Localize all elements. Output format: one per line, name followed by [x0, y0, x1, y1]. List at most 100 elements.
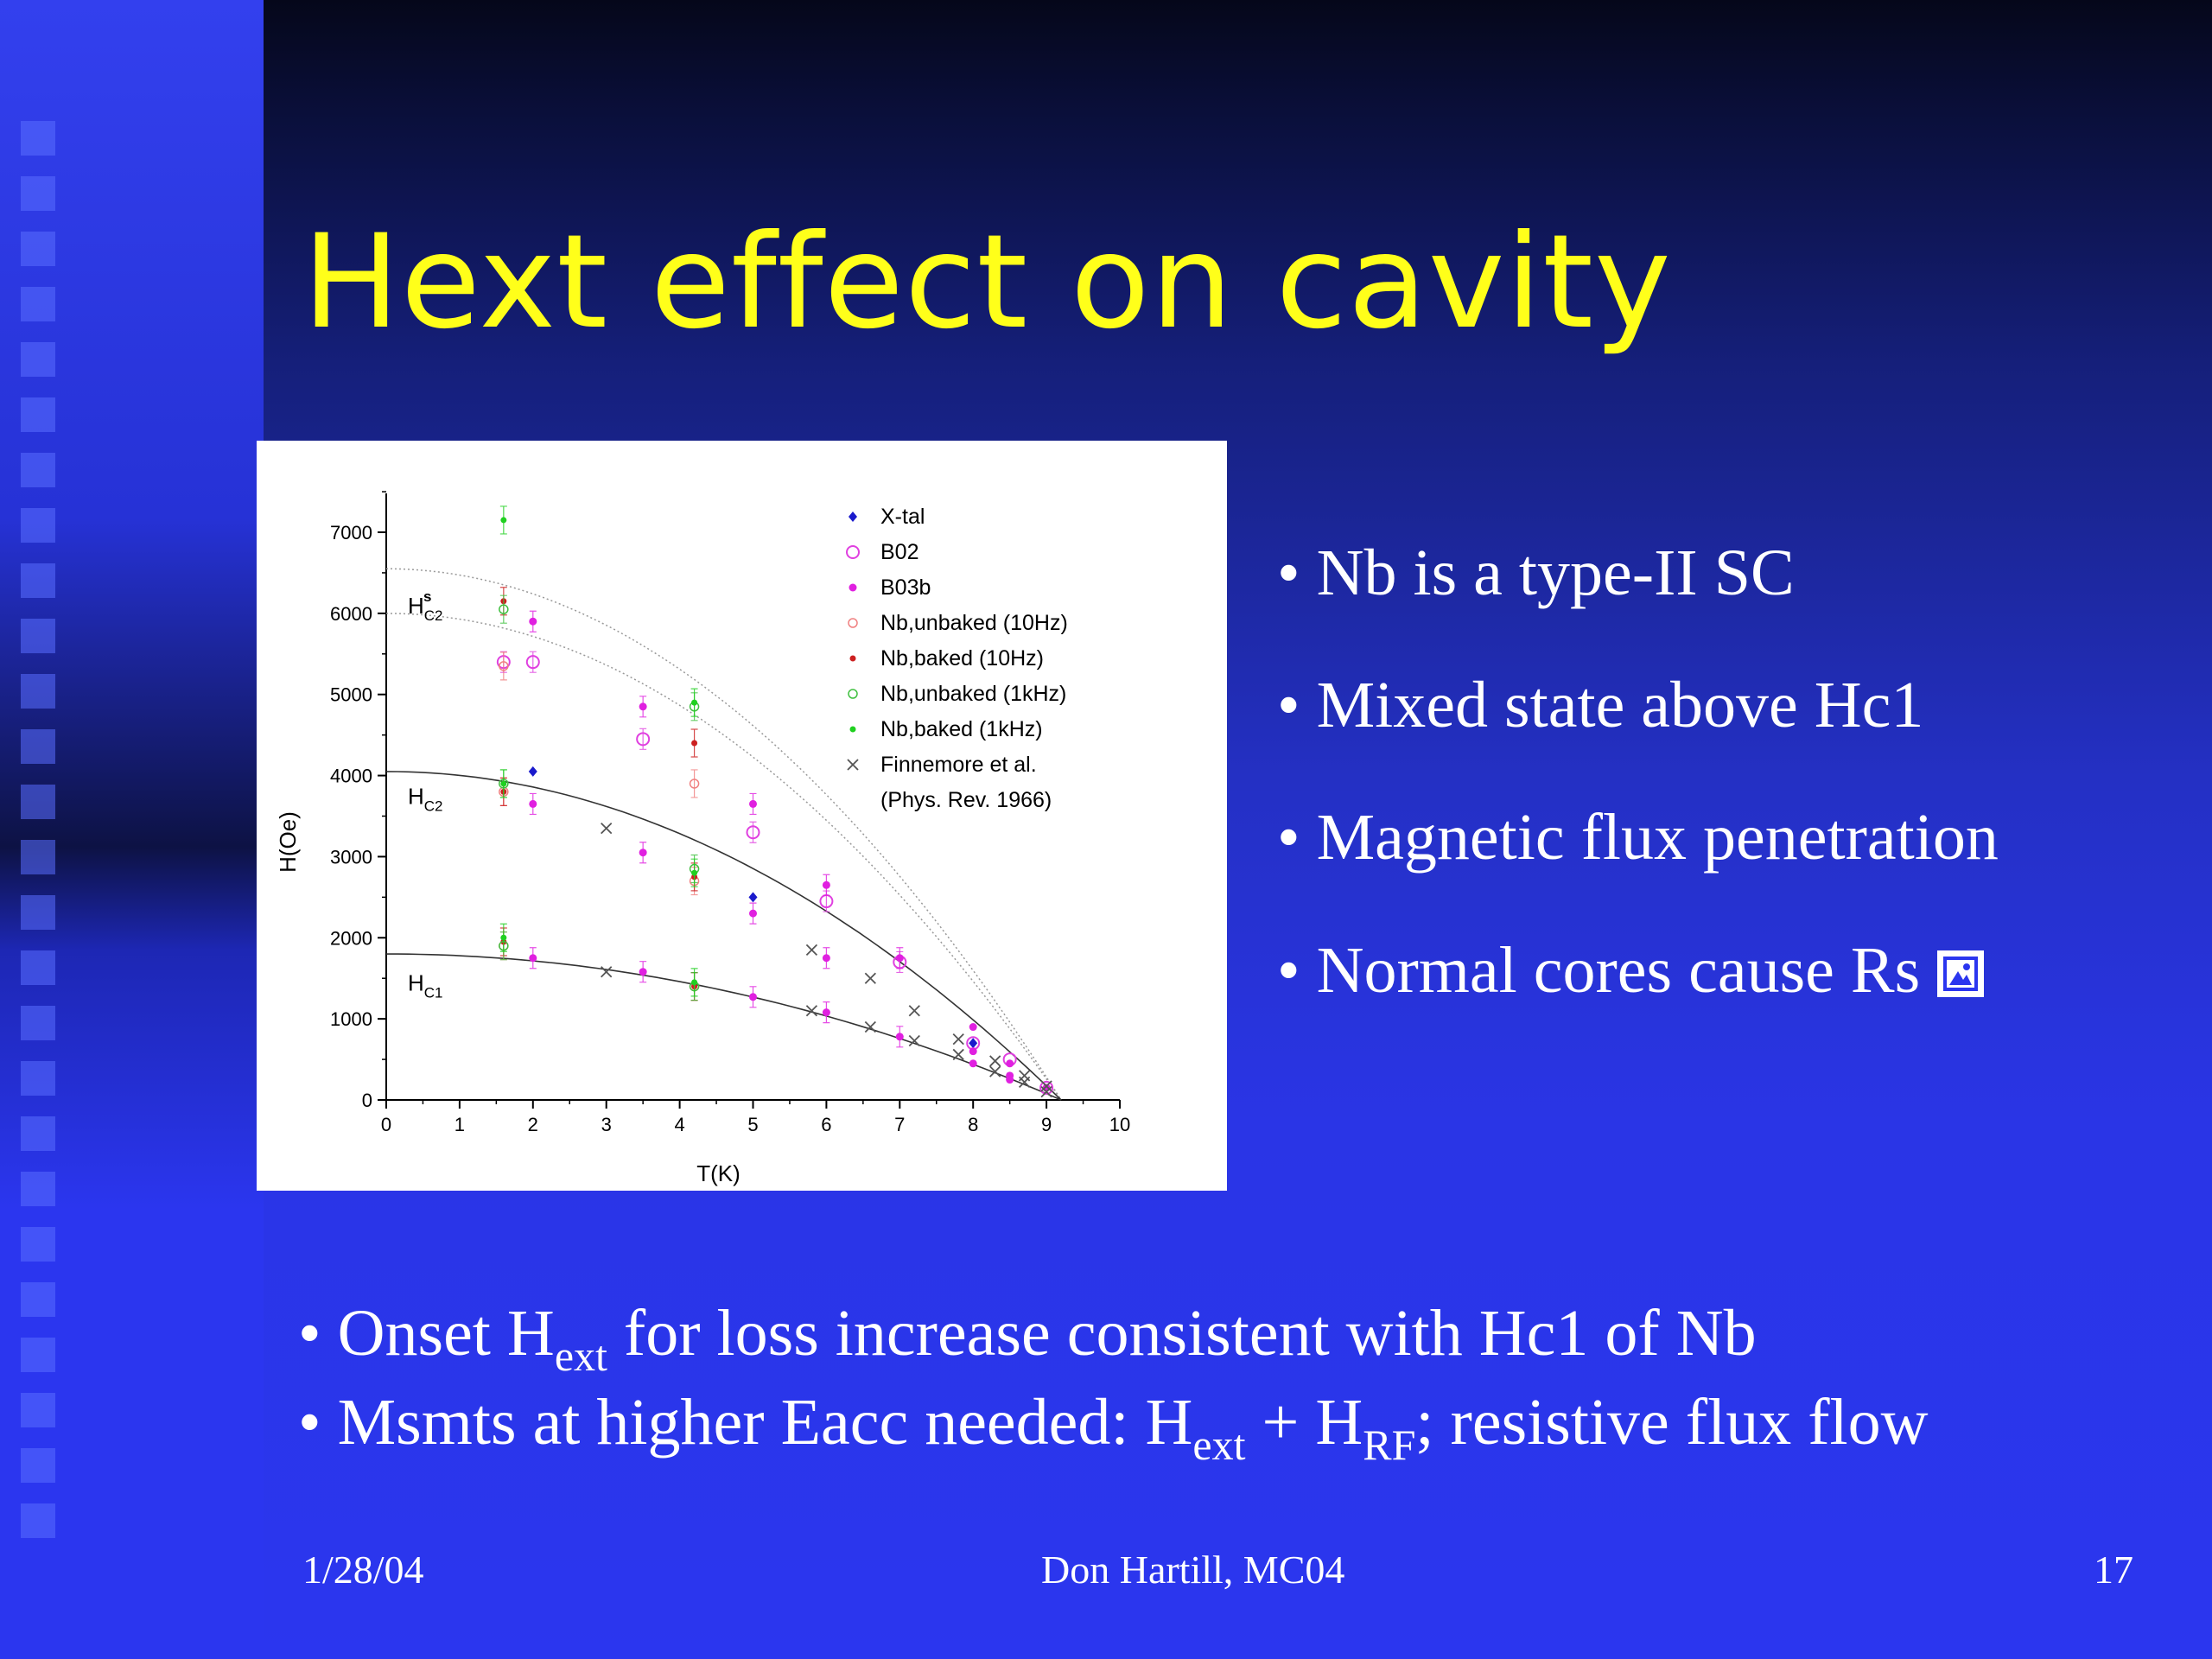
- decorative-square: [21, 287, 55, 321]
- legend-label: Nb,unbaked (1kHz): [880, 682, 1066, 706]
- data-point: [822, 954, 830, 963]
- legend-marker: [849, 583, 857, 592]
- data-point: [1040, 1085, 1052, 1098]
- legend-label: Finnemore et al.: [880, 753, 1037, 777]
- decorative-square: [21, 1448, 55, 1483]
- bullet-text: Normal cores cause Rs: [1316, 934, 1921, 1007]
- bottom-text: + H: [1245, 1386, 1363, 1459]
- error-bar: [690, 769, 698, 798]
- data-point: [691, 699, 698, 706]
- data-point: [529, 954, 537, 963]
- data-point: [969, 1059, 977, 1068]
- legend-marker: [849, 726, 856, 733]
- data-point: [528, 766, 537, 777]
- error-bar: [639, 728, 647, 750]
- bottom-text: Onset H: [337, 1297, 555, 1370]
- decorative-square: [21, 563, 55, 598]
- data-point: [639, 849, 647, 857]
- bullet-text: Nb is a type-II SC: [1316, 537, 1795, 609]
- bottom-text: for loss increase consistent with Hc1 of…: [607, 1297, 1757, 1370]
- footer-date: 1/28/04: [302, 1548, 424, 1592]
- bottom-bullet-1: • Onset Hext for loss increase consisten…: [298, 1297, 1757, 1380]
- decorative-square: [21, 232, 55, 266]
- decorative-square: [21, 1282, 55, 1317]
- decorative-square: [21, 895, 55, 930]
- y-tick-label: 7000: [330, 522, 372, 543]
- decorative-square: [21, 453, 55, 487]
- x-tick-label: 9: [1041, 1114, 1052, 1135]
- y-tick-label: 4000: [330, 766, 372, 787]
- curve-label-sub: C1: [424, 984, 443, 1001]
- data-point: [691, 869, 698, 876]
- curve-label-sub: C2: [424, 798, 443, 814]
- data-point: [500, 934, 507, 941]
- bullet-item: • Mixed state above Hc1: [1277, 669, 1924, 741]
- subscript: ext: [554, 1332, 607, 1380]
- data-point: [822, 880, 830, 889]
- data-point: [908, 1034, 920, 1047]
- footer-author: Don Hartill, MC04: [1041, 1548, 1345, 1592]
- y-tick-label: 3000: [330, 846, 372, 868]
- data-point: [969, 1023, 977, 1032]
- legend-marker: [846, 545, 860, 559]
- x-tick-label: 2: [528, 1114, 538, 1135]
- data-point: [1040, 1080, 1052, 1092]
- data-point: [864, 1020, 876, 1033]
- data-point: [529, 617, 537, 626]
- data-point: [969, 1038, 978, 1049]
- data-point: [1018, 1076, 1031, 1088]
- x-tick-label: 0: [381, 1114, 391, 1135]
- decorative-square: [21, 1338, 55, 1372]
- x-axis-label: T(K): [696, 1160, 741, 1186]
- decorative-square: [21, 619, 55, 653]
- legend-label: Nb,baked (10Hz): [880, 646, 1044, 671]
- data-point: [601, 822, 613, 835]
- data-point: [864, 972, 876, 984]
- decorative-square: [21, 785, 55, 819]
- data-point: [952, 1033, 964, 1046]
- x-tick-label: 6: [821, 1114, 831, 1135]
- x-tick-label: 8: [968, 1114, 978, 1135]
- footer-page-number: 17: [2094, 1548, 2133, 1592]
- data-point: [749, 799, 757, 808]
- legend-marker: [848, 618, 858, 628]
- decorative-square: [21, 1061, 55, 1096]
- data-point: [691, 740, 698, 747]
- decorative-square: [21, 1172, 55, 1206]
- data-point: [805, 1005, 818, 1017]
- legend-label: X-tal: [880, 505, 925, 529]
- decorative-square: [21, 840, 55, 874]
- data-point: [749, 909, 757, 918]
- x-tick-label: 7: [894, 1114, 905, 1135]
- data-point: [1006, 1076, 1014, 1084]
- curve-label: HC2: [408, 783, 443, 814]
- data-point: [822, 1008, 830, 1017]
- curve-label-sup: s: [423, 588, 431, 605]
- data-point: [989, 1065, 1001, 1077]
- fit-curve: [386, 953, 1062, 1101]
- error-bar: [529, 651, 537, 673]
- decorative-square: [21, 729, 55, 764]
- bullet-text: Mixed state above Hc1: [1316, 669, 1924, 741]
- data-point: [529, 799, 537, 808]
- y-tick-label: 0: [362, 1090, 372, 1111]
- data-point: [639, 702, 647, 711]
- data-point: [908, 1005, 920, 1017]
- fit-curve: [385, 613, 1062, 1101]
- data-point: [952, 1048, 964, 1061]
- data-point: [500, 517, 507, 524]
- decorative-square: [21, 121, 55, 156]
- decorative-square: [21, 342, 55, 377]
- data-point: [499, 604, 509, 614]
- curve-label: HC2: [408, 593, 443, 624]
- decorative-square: [21, 1006, 55, 1040]
- legend-label: Nb,unbaked (10Hz): [880, 611, 1068, 635]
- bottom-text: ; resistive flux flow: [1415, 1386, 1929, 1459]
- decorative-square: [21, 1227, 55, 1262]
- data-point: [639, 968, 647, 976]
- x-tick-label: 5: [747, 1114, 758, 1135]
- phase-diagram-chart: 0 1 2 3 4 5 6 7 8 9 10 0 1000 2000 3000 4000 5000 6000 700…: [275, 491, 1130, 1186]
- legend-label: B02: [880, 540, 918, 564]
- legend-label: Nb,baked (1kHz): [880, 717, 1043, 741]
- subscript: ext: [1192, 1421, 1246, 1469]
